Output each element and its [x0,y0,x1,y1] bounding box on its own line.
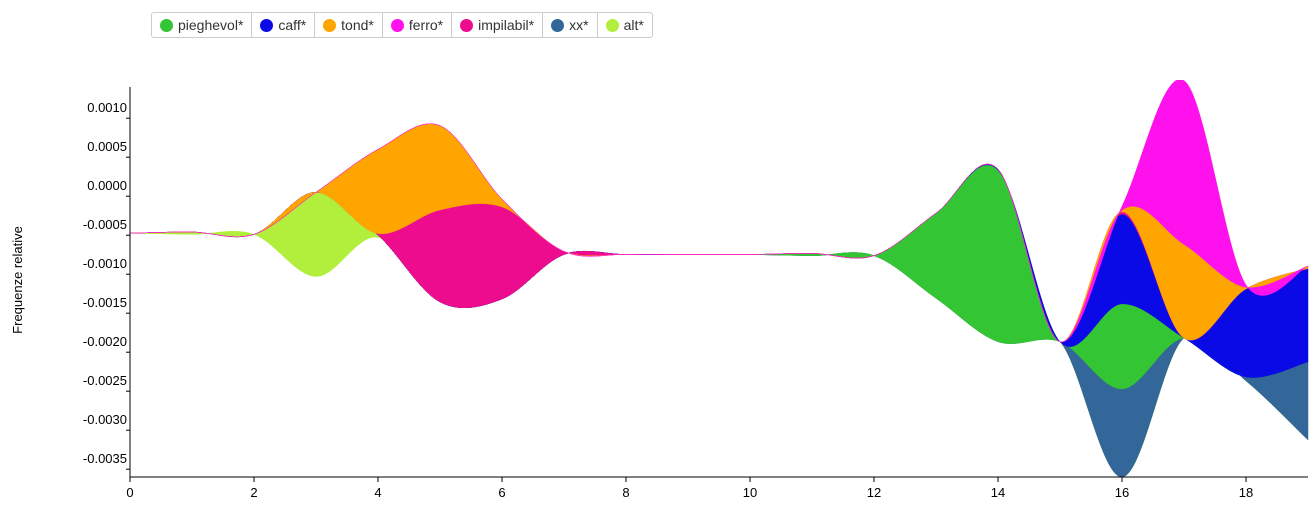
x-tick-label: 0 [126,485,133,500]
legend-label: xx* [569,17,589,33]
y-axis-label: Frequenze relative [10,226,25,334]
legend-item[interactable]: alt* [598,13,652,37]
x-tick-label: 12 [867,485,881,500]
legend-label: caff* [278,17,307,33]
legend-item[interactable]: ferro* [383,13,453,37]
legend: pieghevol* caff* tond* ferro* impilabil* xx* a… [151,12,653,38]
x-tick-label: 10 [743,485,757,500]
legend-label: alt* [623,17,644,33]
legend-swatch [605,18,619,32]
legend-swatch [390,18,404,32]
y-tick-label: 0.0000 [87,178,127,193]
legend-swatch [160,18,173,32]
y-tick-label: -0.0005 [83,217,127,232]
y-tick-label: -0.0025 [83,373,127,388]
y-tick-label: -0.0030 [83,412,127,427]
legend-label: ferro* [408,17,444,33]
x-tick-label: 4 [374,485,381,500]
x-tick-label: 14 [991,485,1005,500]
x-tick-label: 16 [1115,485,1129,500]
y-tick-label: -0.0035 [83,451,127,466]
y-tick-label: 0.0010 [87,100,127,115]
plot-area [130,80,1309,478]
stream-area [130,80,1309,342]
legend-item[interactable]: impilabil* [452,13,544,37]
legend-swatch [323,18,337,32]
legend-swatch [260,18,274,32]
y-tick-label: -0.0010 [83,256,127,271]
x-tick-label: 6 [498,485,505,500]
legend-item[interactable]: xx* [543,13,598,37]
legend-label: pieghevol* [178,17,244,33]
legend-swatch [460,18,474,32]
y-tick-label: 0.0005 [87,139,127,154]
x-tick-label: 2 [250,485,257,500]
y-tick-label: -0.0020 [83,334,127,349]
x-tick-label: 8 [622,485,629,500]
legend-item[interactable]: caff* [252,13,316,37]
legend-label: tond* [341,17,374,33]
legend-label: impilabil* [478,17,535,33]
legend-item[interactable]: pieghevol* [152,13,253,37]
legend-swatch [551,18,565,32]
y-tick-label: -0.0015 [83,295,127,310]
x-tick-label: 18 [1239,485,1253,500]
legend-item[interactable]: tond* [315,13,383,37]
